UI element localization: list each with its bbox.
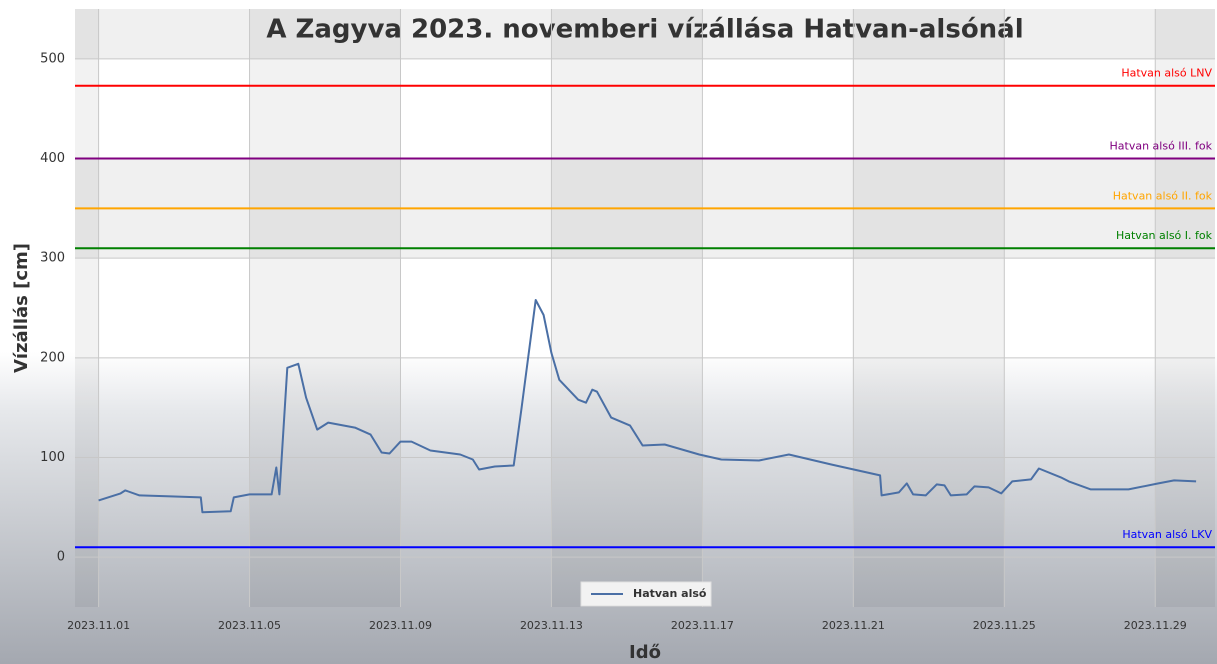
y-tick-label: 200	[40, 350, 65, 365]
x-tick-label: 2023.11.25	[973, 619, 1036, 632]
y-tick-label: 400	[40, 151, 65, 166]
x-tick-label: 2023.11.29	[1124, 619, 1187, 632]
threshold-label: Hatvan alsó LKV	[1122, 528, 1212, 541]
plot-column-band	[853, 9, 1005, 607]
threshold-label: Hatvan alsó II. fok	[1113, 189, 1213, 202]
plot-column-band	[75, 9, 99, 607]
x-tick-label: 2023.11.13	[520, 619, 583, 632]
x-tick-label: 2023.11.09	[369, 619, 432, 632]
y-axis-label: Vízállás [cm]	[11, 243, 32, 373]
plot-column-band	[551, 9, 703, 607]
plot-column-band	[249, 9, 401, 607]
x-tick-label: 2023.11.21	[822, 619, 885, 632]
threshold-label: Hatvan alsó III. fok	[1110, 140, 1213, 153]
x-tick-label: 2023.11.17	[671, 619, 734, 632]
legend-label: Hatvan alsó	[633, 587, 707, 600]
threshold-label: Hatvan alsó LNV	[1121, 67, 1212, 80]
data-line	[98, 299, 1197, 514]
x-tick-label: 2023.11.05	[218, 619, 281, 632]
y-tick-label: 100	[40, 450, 65, 465]
threshold-label: Hatvan alsó I. fok	[1116, 229, 1213, 242]
y-tick-label: 0	[57, 550, 65, 565]
plot-column-band	[1155, 9, 1215, 607]
chart-title: A Zagyva 2023. novemberi vízállása Hatva…	[266, 15, 1023, 45]
plot-band	[75, 9, 1215, 59]
y-tick-label: 300	[40, 251, 65, 266]
y-tick-label: 500	[40, 51, 65, 66]
x-tick-label: 2023.11.01	[67, 619, 130, 632]
x-axis-label: Idő	[629, 642, 661, 663]
